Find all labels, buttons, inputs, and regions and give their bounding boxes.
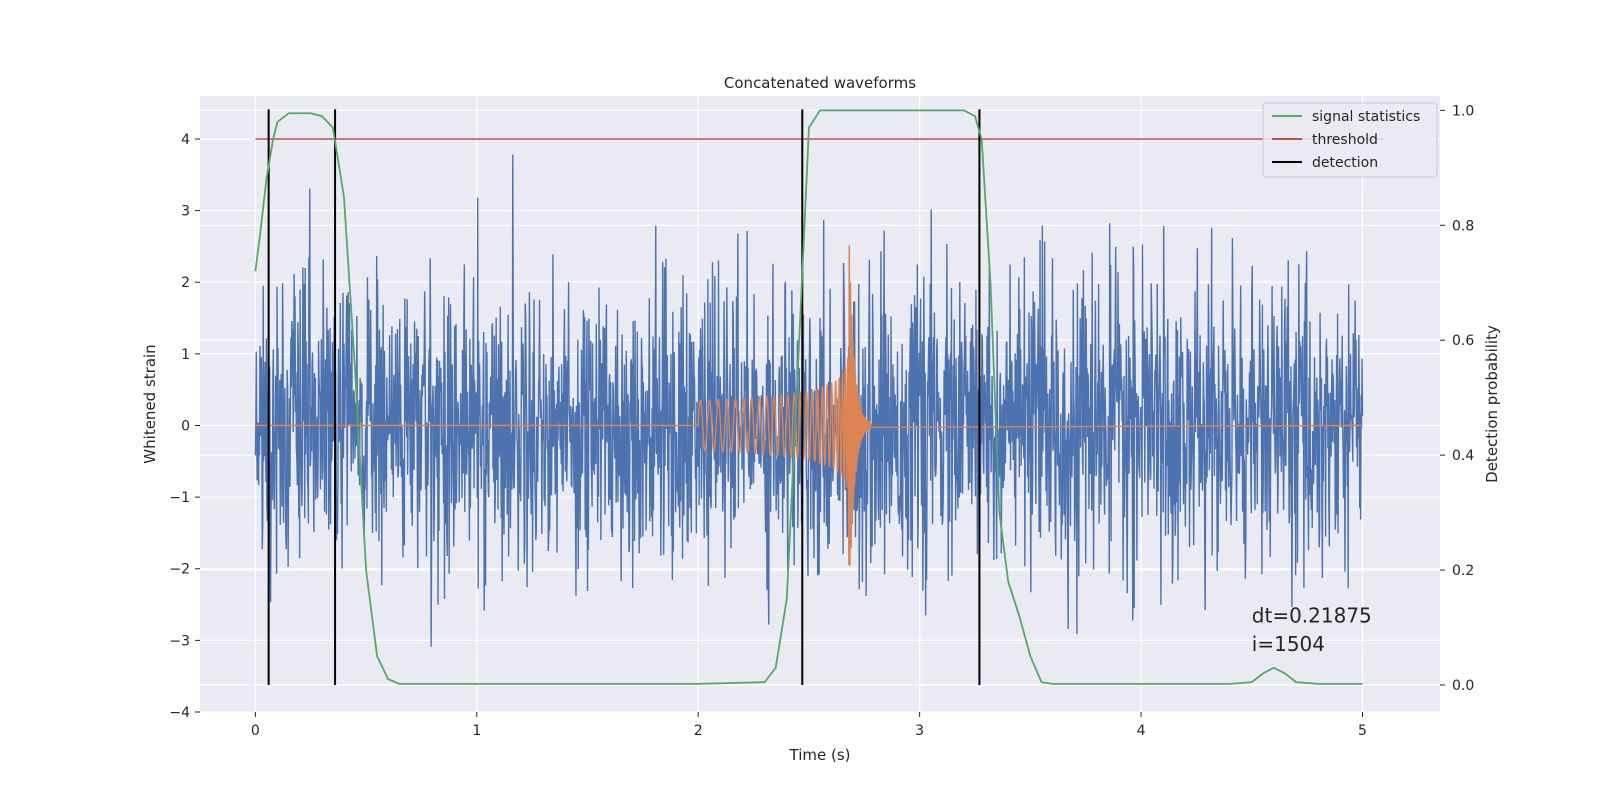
legend-label: detection: [1312, 155, 1378, 171]
chart-title: Concatenated waveforms: [724, 74, 916, 92]
annotations: dt=0.21875 i=1504: [1252, 603, 1372, 656]
y-tick-label: 4: [181, 132, 190, 148]
legend-label: threshold: [1312, 132, 1378, 148]
data-layer: [254, 109, 1385, 685]
y-tick-label: 0: [181, 418, 190, 434]
y2-tick-label: 0.0: [1452, 678, 1474, 694]
y-tick-label: −1: [169, 490, 190, 506]
y2-tick-label: 1.0: [1452, 103, 1474, 119]
legend-label: signal statistics: [1312, 109, 1420, 125]
series-strain-line: [254, 154, 1364, 647]
y-tick-label: −2: [169, 562, 190, 578]
x-tick-label: 1: [472, 723, 481, 739]
y-tick-label: −3: [169, 633, 190, 649]
x-axis-label: Time (s): [789, 746, 851, 764]
y-tick-label: 2: [181, 275, 190, 291]
legend: signal statistics threshold detection: [1262, 102, 1438, 178]
x-tick-label: 5: [1358, 723, 1367, 739]
legend-items: signal statistics threshold detection: [1272, 109, 1420, 171]
detection-lines: [267, 109, 981, 685]
y2-tick-label: 0.8: [1452, 218, 1474, 234]
y-tick-label: −4: [169, 705, 190, 721]
y-tick-label: 1: [181, 347, 190, 363]
series-injected-signal-line: [255, 245, 1363, 566]
y2-tick-label: 0.4: [1452, 448, 1474, 464]
y-tick-label: 3: [181, 204, 190, 220]
y2-axis-label: Detection probability: [1483, 325, 1501, 483]
x-tick-label: 4: [1137, 723, 1146, 739]
series-signal-statistics-line: [254, 109, 1363, 685]
annotation-text: i=1504: [1252, 632, 1325, 656]
y2-tick-label: 0.2: [1452, 563, 1474, 579]
legend-box: [1262, 102, 1438, 178]
annotation-text: dt=0.21875: [1252, 603, 1372, 627]
axes: 0 1 2 3 4 5 4 3 2 1 0 −1 −2 −3 −4 1.0 0.8 0.6 0.4 0.2 0.0: [169, 103, 1474, 739]
x-tick-label: 2: [694, 723, 703, 739]
x-tick-label: 0: [251, 723, 260, 739]
y-axis-label: Whitened strain: [141, 344, 159, 463]
x-tick-label: 3: [915, 723, 924, 739]
y2-tick-label: 0.6: [1452, 333, 1474, 349]
